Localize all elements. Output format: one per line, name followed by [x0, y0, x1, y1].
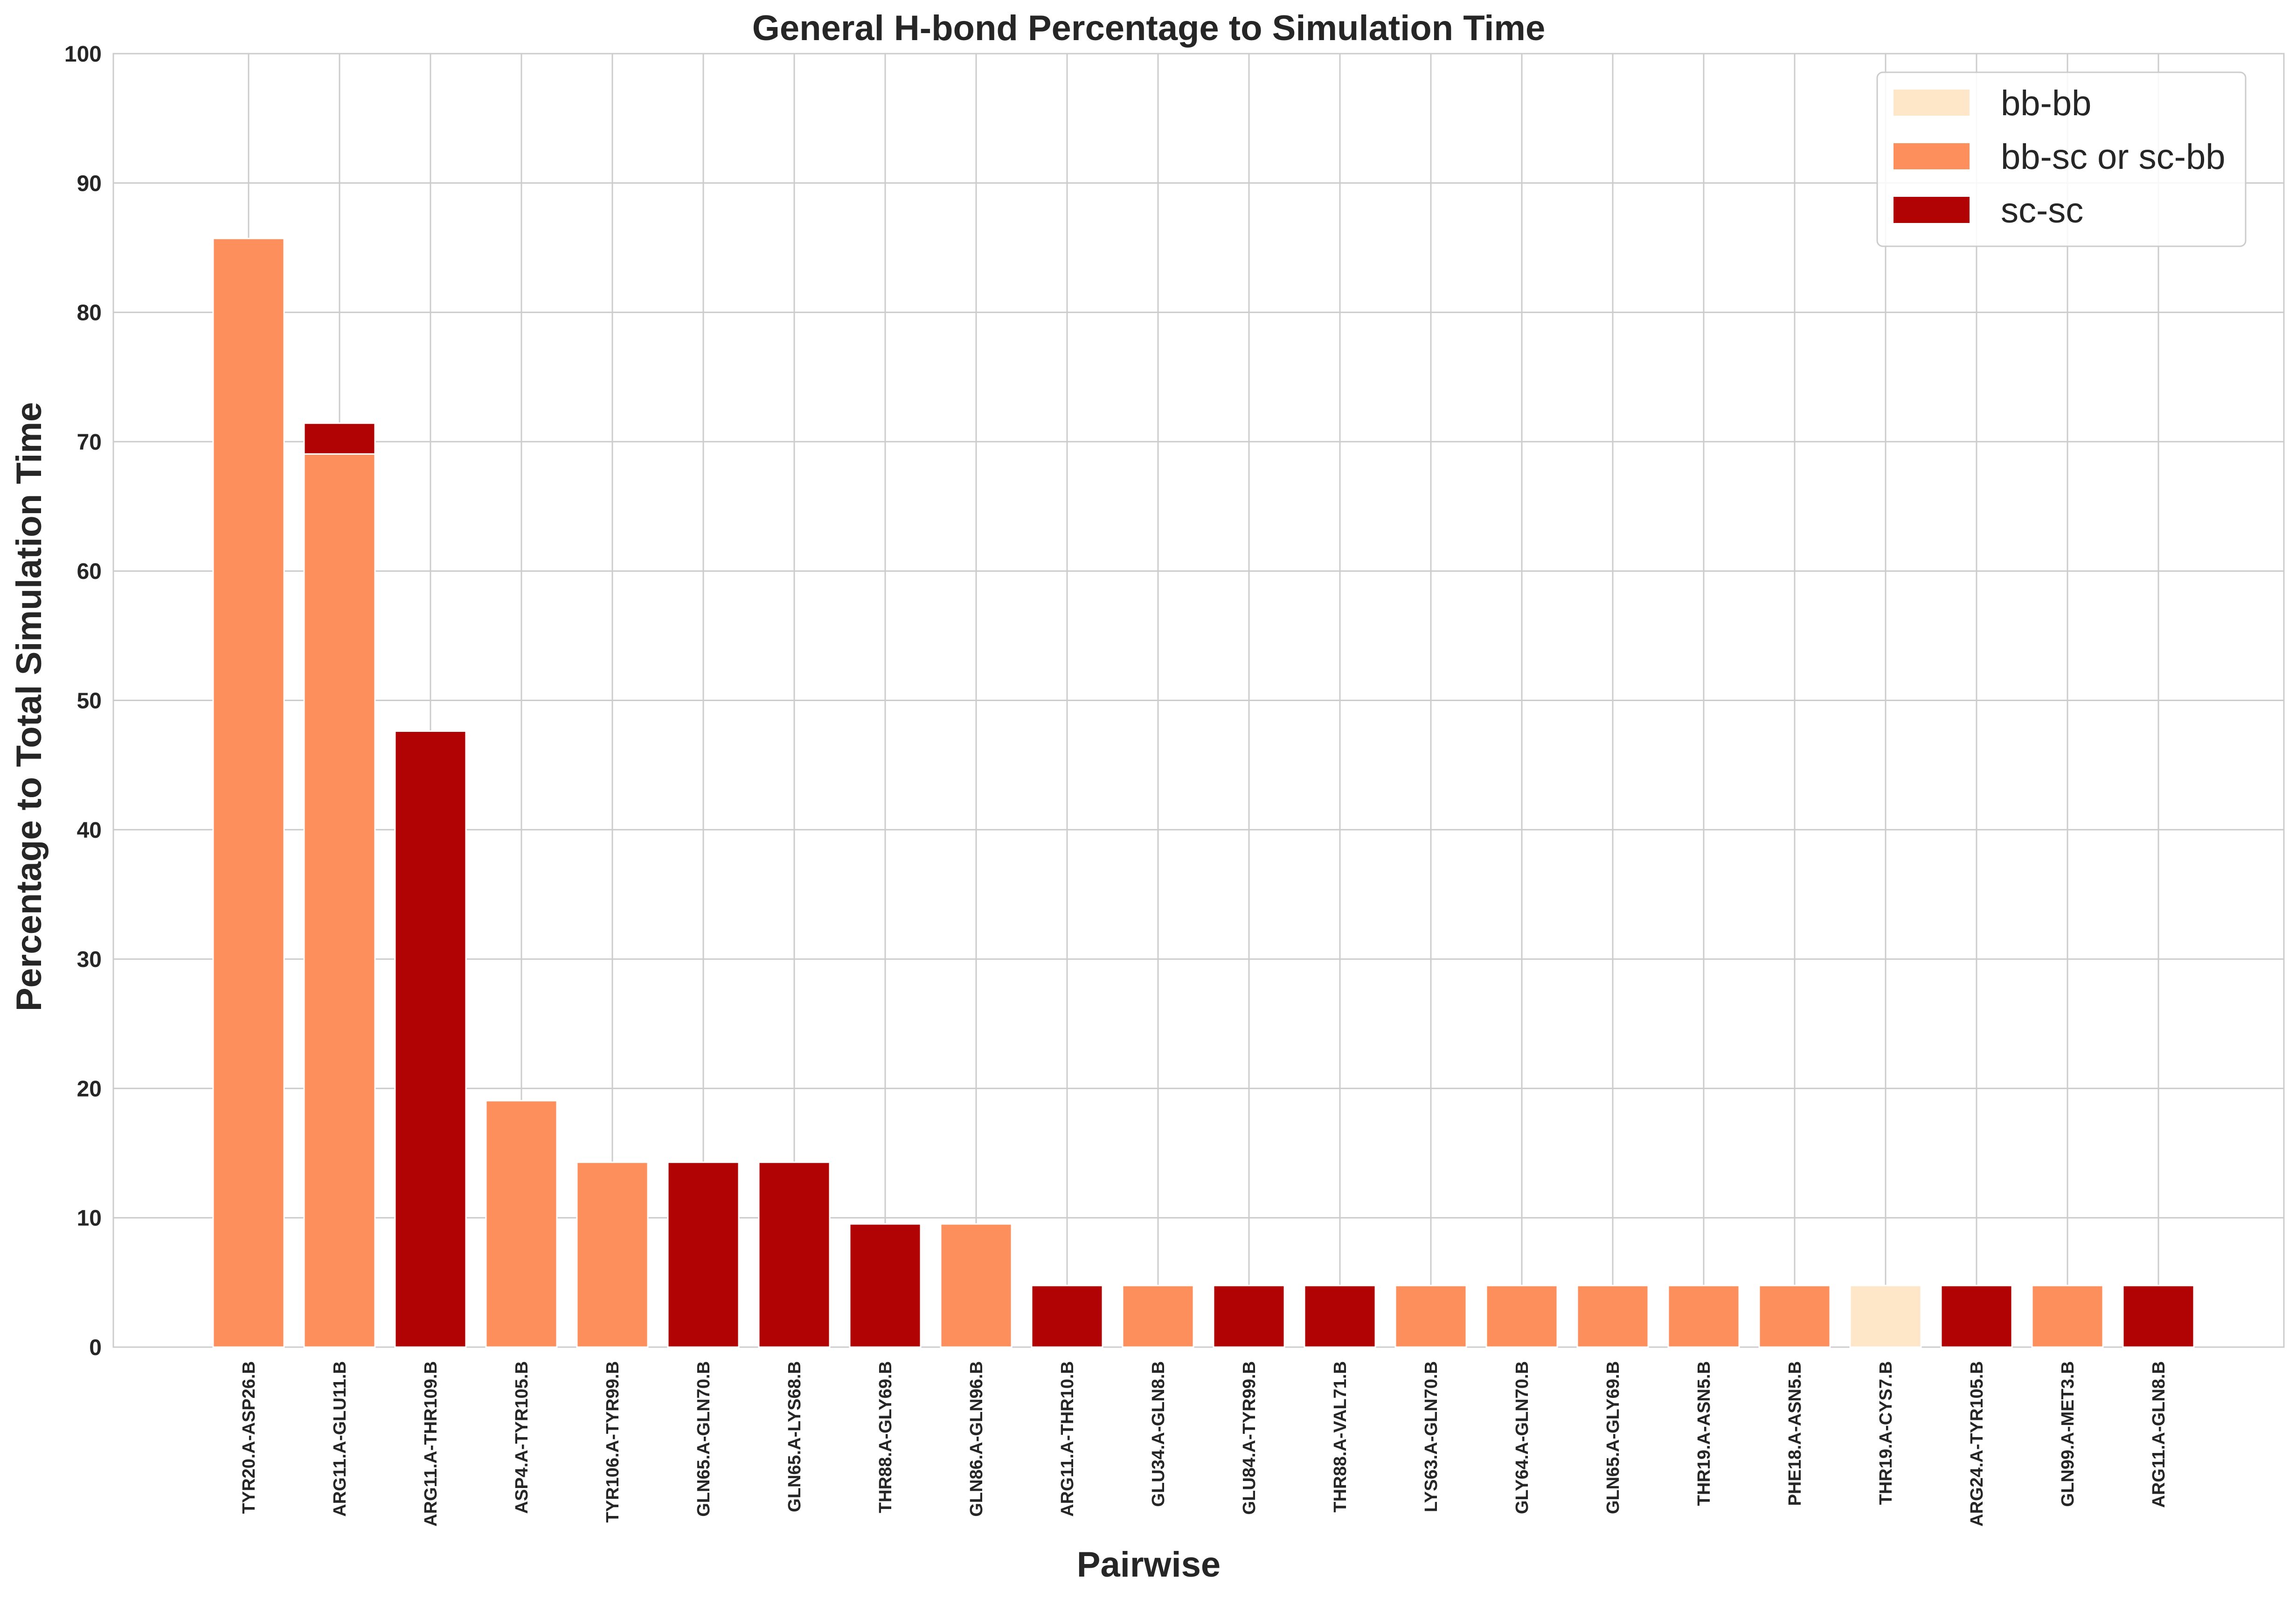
x-tick-labels: TYR20.A-ASP26.B ARG11.A-GLU11.B ARG11.A-TH…	[239, 1361, 2169, 1527]
x-tick-label: TYR20.A-ASP26.B	[239, 1361, 259, 1514]
bars	[212, 237, 2195, 1348]
x-tick-label: GLN65.A-GLY69.B	[1603, 1361, 1623, 1514]
bar-segment	[394, 730, 467, 1348]
legend-swatch	[1894, 90, 1970, 116]
legend-swatch	[1894, 197, 1970, 223]
bar-segment	[212, 237, 285, 1348]
y-tick-label: 60	[77, 559, 102, 584]
bar-segment	[576, 1161, 649, 1348]
y-tick-label: 50	[77, 689, 102, 714]
y-tick-labels: 0 10 20 30 40 50 60 70 80 90 100	[64, 42, 102, 1360]
legend-label: sc-sc	[2001, 191, 2083, 230]
bar-segment	[1394, 1285, 1467, 1348]
y-tick-label: 70	[77, 430, 102, 455]
y-tick-label: 30	[77, 947, 102, 972]
bar-segment	[1485, 1285, 1558, 1348]
legend: bb-bb bb-sc or sc-bb sc-sc	[1876, 71, 2247, 247]
x-tick-label: GLU34.A-GLN8.B	[1149, 1361, 1168, 1507]
bar-segment	[485, 1100, 558, 1348]
bar-segment	[1667, 1285, 1740, 1348]
bar-segment	[1849, 1285, 1922, 1348]
x-tick-label: GLU84.A-TYR99.B	[1240, 1361, 1259, 1515]
x-tick-label: ARG24.A-TYR105.B	[1967, 1361, 1987, 1527]
bar-segment	[1940, 1285, 2013, 1348]
bar-segment	[303, 453, 376, 1348]
bar-segment	[1304, 1285, 1376, 1348]
y-tick-label: 100	[64, 42, 102, 67]
bar-segment	[2031, 1285, 2104, 1348]
y-tick-label: 80	[77, 301, 102, 326]
x-tick-label: THR19.A-CYS7.B	[1876, 1361, 1896, 1505]
x-tick-label: LYS63.A-GLN70.B	[1422, 1361, 1441, 1512]
x-tick-label: ASP4.A-TYR105.B	[512, 1361, 532, 1514]
y-tick-label: 90	[77, 171, 102, 196]
bar-segment	[1213, 1285, 1285, 1348]
x-tick-label: ARG11.A-THR109.B	[421, 1361, 441, 1527]
x-tick-label: GLN65.A-LYS68.B	[785, 1361, 805, 1512]
legend-label: bb-bb	[2001, 83, 2091, 123]
bar-segment	[1031, 1285, 1103, 1348]
bar-segment	[1576, 1285, 1649, 1348]
y-tick-label: 0	[89, 1335, 102, 1360]
x-tick-label: GLY64.A-GLN70.B	[1512, 1361, 1532, 1514]
legend-swatch	[1894, 143, 1970, 169]
x-tick-label: THR88.A-GLY69.B	[876, 1361, 895, 1513]
x-tick-label: ARG11.A-GLU11.B	[330, 1361, 350, 1517]
plot-area-frame	[112, 53, 2285, 1348]
chart-title: General H-bond Percentage to Simulation …	[752, 8, 1545, 48]
x-tick-label: ARG11.A-GLN8.B	[2149, 1361, 2169, 1508]
x-tick-label: PHE18.A-ASN5.B	[1785, 1361, 1805, 1506]
x-tick-label: GLN99.A-MET3.B	[2058, 1361, 2078, 1507]
bar-segment	[667, 1161, 740, 1348]
bar-segment	[2122, 1285, 2195, 1348]
bar-segment	[758, 1161, 831, 1348]
bar-segment	[303, 422, 376, 455]
y-tick-label: 40	[77, 818, 102, 843]
bar-segment	[940, 1223, 1013, 1348]
x-axis-label: Pairwise	[1077, 1545, 1221, 1585]
y-tick-label: 10	[77, 1206, 102, 1231]
x-tick-label: GLN86.A-GLN96.B	[967, 1361, 986, 1517]
bar-segment	[849, 1223, 922, 1348]
x-tick-label: GLN65.A-GLN70.B	[694, 1361, 714, 1517]
x-tick-label: ARG11.A-THR10.B	[1058, 1361, 1077, 1517]
bar-segment	[1758, 1285, 1831, 1348]
legend-label: bb-sc or sc-bb	[2001, 137, 2226, 177]
x-tick-label: THR19.A-ASN5.B	[1694, 1361, 1714, 1506]
bar-segment	[1122, 1285, 1194, 1348]
y-tick-label: 20	[77, 1077, 102, 1101]
x-tick-label: TYR106.A-TYR99.B	[603, 1361, 623, 1523]
y-axis-label: Percentage to Total Simulation Time	[9, 402, 49, 1011]
x-tick-label: THR88.A-VAL71.B	[1331, 1361, 1350, 1512]
